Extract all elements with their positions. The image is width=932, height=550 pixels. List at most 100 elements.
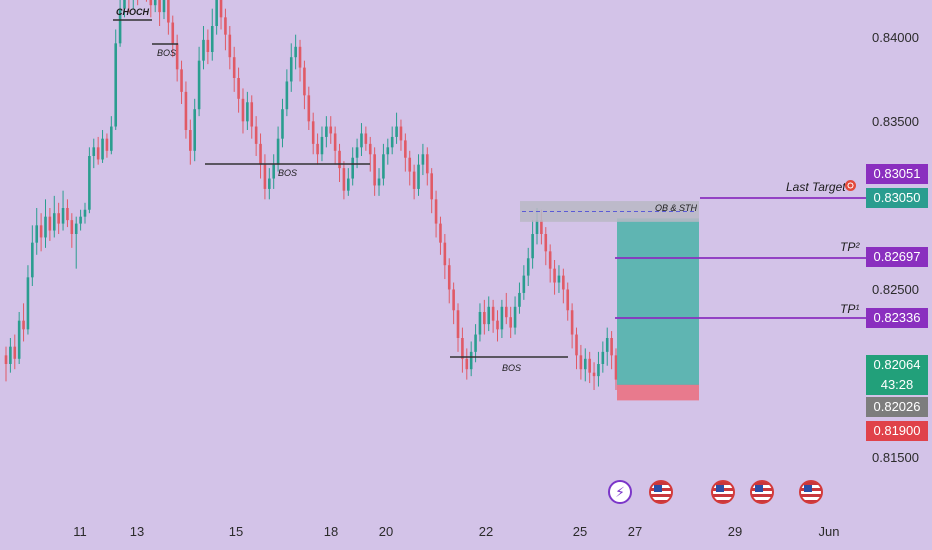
candle-body — [224, 17, 227, 35]
candle-body — [180, 69, 183, 92]
candle-body — [184, 91, 188, 130]
bos-label: BOS — [157, 48, 177, 58]
price-tag-last-target: 0.83051 — [866, 164, 928, 184]
candle-body — [39, 225, 43, 238]
candle-body — [263, 164, 267, 189]
candle-body — [461, 338, 464, 359]
candle-body — [548, 251, 552, 269]
candle-body — [61, 208, 65, 224]
candle-body — [254, 126, 258, 144]
candle-body — [250, 102, 254, 127]
candle-body — [421, 154, 425, 165]
candle-body — [232, 57, 236, 78]
price-tag-entry: 0.82026 — [866, 397, 928, 417]
candle-body — [496, 320, 499, 330]
candle-body — [386, 147, 390, 155]
us-flag-icon[interactable] — [750, 480, 774, 504]
date-tick-label: 13 — [129, 524, 145, 539]
candle-body — [434, 199, 438, 224]
candle-body — [491, 306, 495, 321]
candle-body — [219, 0, 223, 18]
candle-body — [329, 126, 333, 134]
candle-body — [355, 147, 359, 158]
candle-body — [531, 234, 534, 259]
price-tick-label: 0.81500 — [872, 450, 919, 465]
candle-body — [338, 150, 341, 169]
candle-body — [197, 60, 201, 110]
candle-body — [583, 358, 587, 370]
candle-body — [215, 0, 218, 26]
candle-body — [246, 102, 249, 122]
candle-body — [487, 306, 491, 325]
candle-body — [500, 306, 504, 330]
candle-body — [158, 0, 161, 13]
candle-body — [605, 338, 609, 352]
candle-body — [447, 265, 451, 290]
candle-body — [228, 34, 232, 58]
target-zone — [617, 218, 699, 385]
us-flag-icon[interactable] — [649, 480, 673, 504]
candle-body — [206, 39, 210, 52]
candle-body — [474, 334, 477, 352]
candle-body — [553, 268, 556, 283]
candle-body — [368, 143, 372, 155]
candle-body — [390, 136, 394, 148]
candle-body — [320, 136, 324, 155]
candle-body — [13, 346, 17, 359]
candle-body — [364, 133, 368, 144]
candle-body — [162, 0, 166, 13]
candle-body — [70, 220, 74, 234]
us-flag-icon[interactable] — [711, 480, 735, 504]
candle-body — [289, 57, 293, 82]
candle-body — [566, 289, 570, 311]
stop-zone — [617, 384, 699, 401]
tp2-label: TP² — [840, 240, 860, 254]
tp1-label: TP¹ — [840, 302, 860, 316]
candle-body — [443, 242, 447, 266]
date-tick-label: 25 — [572, 524, 588, 539]
candle-body — [478, 312, 482, 335]
candle-body — [241, 98, 245, 122]
candles-group — [4, 0, 618, 390]
date-tick-label: 29 — [727, 524, 743, 539]
price-tick-label: 0.82500 — [872, 282, 919, 297]
lightning-icon[interactable]: ⚡ — [608, 480, 632, 504]
candle-body — [79, 216, 82, 224]
candle-body — [316, 143, 319, 155]
date-tick-label: 11 — [73, 524, 87, 539]
candle-body — [347, 178, 350, 191]
candle-body — [26, 277, 30, 330]
price-tag-stop: 0.81900 — [866, 421, 928, 441]
candle-body — [193, 109, 197, 151]
candle-body — [44, 216, 47, 238]
candle-body — [399, 126, 403, 141]
ob-label: OB & STH — [655, 203, 698, 213]
price-tag-ob: 0.83050 — [866, 188, 928, 208]
candle-body — [96, 147, 100, 160]
candle-body — [57, 213, 60, 224]
candle-body — [276, 138, 280, 165]
candle-body — [518, 292, 521, 307]
candle-body — [360, 133, 363, 148]
candle-body — [114, 43, 118, 127]
candle-body — [469, 351, 473, 370]
candle-body — [202, 39, 205, 61]
price-tick-label: 0.84000 — [872, 30, 919, 45]
candle-body — [22, 320, 25, 330]
candle-body — [483, 312, 486, 325]
candle-body — [557, 275, 561, 283]
candle-body — [48, 216, 52, 231]
us-flag-icon[interactable] — [799, 480, 823, 504]
candle-body — [83, 209, 87, 217]
candle-body — [285, 81, 289, 110]
date-tick-label: 27 — [627, 524, 643, 539]
target-icon — [845, 180, 856, 191]
candle-body — [575, 334, 578, 356]
candle-body — [307, 95, 311, 122]
candle-body — [570, 310, 574, 335]
last-target-label: Last Target — [786, 180, 846, 194]
candle-body — [465, 358, 469, 370]
candle-body — [303, 67, 306, 96]
price-tag-tp1: 0.82336 — [866, 308, 928, 328]
